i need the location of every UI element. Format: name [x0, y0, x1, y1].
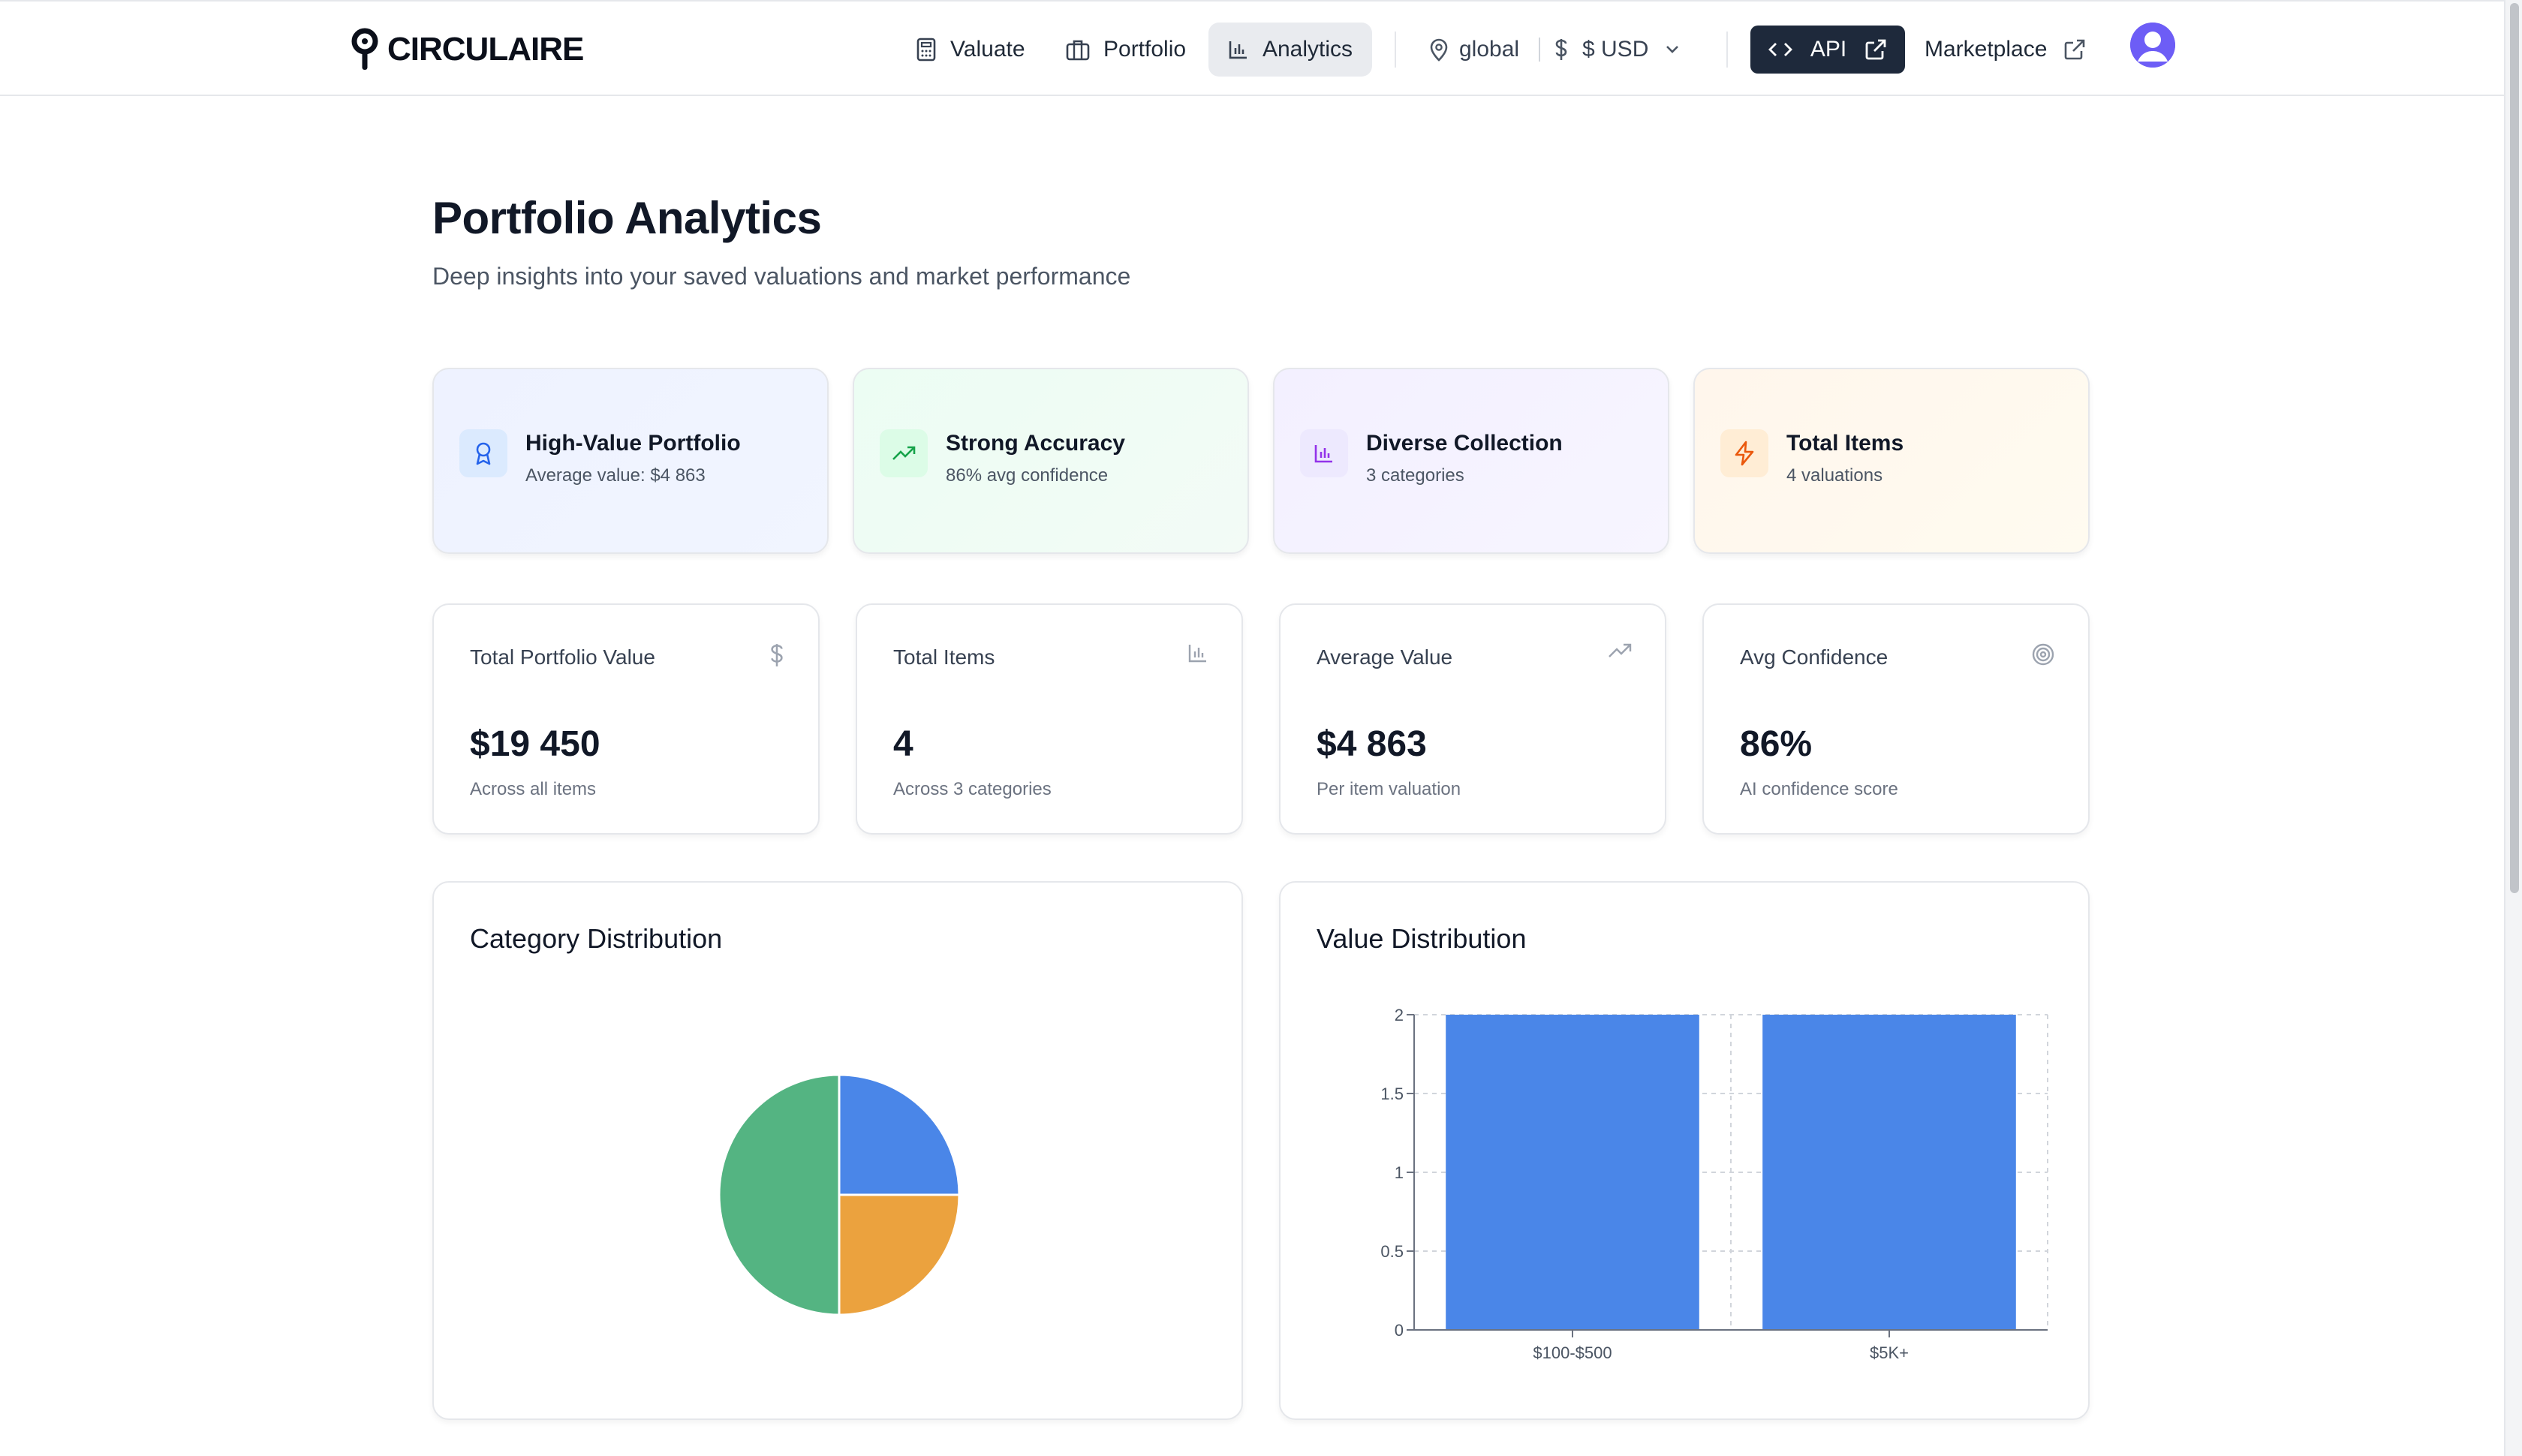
highlight-subtitle: 4 valuations [1786, 465, 1883, 486]
page-scrollbar[interactable] [2504, 0, 2522, 1456]
external-link-icon [1865, 39, 1886, 60]
bar-chart-icon [1188, 645, 1206, 663]
bar [1446, 1015, 1699, 1330]
value-distribution-card: Value Distribution 0 0.5 1 1.5 2 $100-$500 $5K… [1279, 881, 2090, 1420]
page-subtitle: Deep insights into your saved valuations… [432, 263, 1131, 290]
category-distribution-card: Category Distribution [432, 881, 1243, 1420]
stat-card-total-value: Total Portfolio Value $19 450 Across all… [432, 603, 820, 835]
nav-analytics-label: Analytics [1262, 37, 1353, 62]
nav-portfolio[interactable]: Portfolio [1046, 23, 1205, 77]
pie-slice [718, 1073, 841, 1316]
page-title: Portfolio Analytics [432, 193, 822, 243]
api-button-label: API [1810, 37, 1847, 62]
stat-card-avg-confidence: Avg Confidence 86% AI confidence score [1702, 603, 2090, 835]
highlight-subtitle: 86% avg confidence [946, 465, 1109, 486]
stat-value: $4 863 [1317, 724, 1427, 764]
region-selector[interactable]: global [1429, 32, 1519, 68]
chevron-down-icon [1666, 46, 1679, 53]
bar [1762, 1015, 2016, 1330]
dollar-icon [1555, 39, 1567, 60]
user-avatar[interactable] [2130, 23, 2175, 68]
region-label: global [1459, 37, 1520, 62]
highlight-icon-container [880, 429, 928, 477]
highlight-title: Total Items [1786, 431, 1904, 456]
brand-logo[interactable]: CIRCULAIRE [350, 27, 584, 72]
highlight-card-diverse-collection: Diverse Collection 3 categories [1273, 368, 1669, 554]
pie-slice [838, 1193, 961, 1316]
pie-slice [838, 1073, 961, 1196]
value-distribution-title: Value Distribution [1317, 923, 1527, 954]
currency-label: $ USD [1582, 37, 1649, 62]
briefcase-icon [1066, 40, 1090, 61]
bar-chart-icon [1314, 445, 1332, 463]
stat-label: Average Value [1317, 645, 1453, 669]
stat-value: 4 [893, 724, 913, 764]
highlight-subtitle: 3 categories [1366, 465, 1464, 486]
category-distribution-title: Category Distribution [470, 923, 723, 954]
currency-selector[interactable]: $ USD [1554, 32, 1680, 68]
scrollbar-thumb[interactable] [2510, 3, 2519, 893]
stat-label: Total Portfolio Value [470, 645, 655, 669]
y-tick-label: 2 [1395, 1006, 1404, 1024]
highlight-title: Strong Accuracy [946, 431, 1125, 456]
value-bar-chart: 0 0.5 1 1.5 2 $100-$500 $5K+ [1380, 1006, 2048, 1362]
lightning-icon [1735, 441, 1754, 466]
y-tick-label: 1.5 [1380, 1084, 1404, 1103]
marketplace-label: Marketplace [1925, 37, 2048, 62]
x-tick-label: $5K+ [1870, 1343, 1909, 1362]
stat-card-average-value: Average Value $4 863 Per item valuation [1279, 603, 1666, 835]
user-icon [2130, 23, 2175, 68]
highlight-icon-container [1720, 429, 1768, 477]
marketplace-link[interactable]: Marketplace [1925, 32, 2086, 68]
category-pie-chart [718, 1073, 961, 1316]
stat-caption: Across all items [470, 779, 597, 799]
dollar-icon [771, 644, 783, 666]
highlight-icon-container [1300, 429, 1348, 477]
nav-divider-right [1726, 32, 1728, 68]
y-tick-label: 0 [1395, 1321, 1404, 1340]
nav-divider [1395, 32, 1396, 68]
highlight-card-strong-accuracy: Strong Accuracy 86% avg confidence [853, 368, 1249, 554]
highlight-icon-container [459, 429, 507, 477]
stat-caption: Per item valuation [1317, 779, 1461, 799]
highlight-subtitle: Average value: $4 863 [525, 465, 706, 486]
region-currency-divider [1539, 38, 1540, 62]
x-tick-label: $100-$500 [1533, 1343, 1612, 1362]
highlight-title: High-Value Portfolio [525, 431, 741, 456]
stat-caption: Across 3 categories [893, 779, 1052, 799]
map-pin-icon [1430, 38, 1448, 62]
award-icon [476, 442, 491, 465]
location-pin-logo-icon [351, 28, 378, 70]
calculator-icon [916, 38, 936, 62]
nav-valuate-label: Valuate [950, 37, 1025, 62]
y-tick-label: 0.5 [1380, 1242, 1404, 1261]
stat-value: $19 450 [470, 724, 600, 764]
nav-valuate[interactable]: Valuate [896, 23, 1045, 77]
trending-up-icon [1609, 643, 1632, 657]
code-icon [1768, 43, 1792, 56]
highlight-title: Diverse Collection [1366, 431, 1563, 456]
y-tick-label: 1 [1395, 1163, 1404, 1182]
target-icon [2032, 643, 2054, 666]
top-navigation-bar: CIRCULAIRE Valuate Portfolio Analytics [0, 0, 2504, 96]
stat-label: Avg Confidence [1740, 645, 1888, 669]
stat-card-total-items: Total Items 4 Across 3 categories [856, 603, 1243, 835]
stat-label: Total Items [893, 645, 995, 669]
stat-caption: AI confidence score [1740, 779, 1898, 799]
highlight-card-total-items: Total Items 4 valuations [1693, 368, 2090, 554]
trending-up-icon [892, 446, 916, 460]
nav-portfolio-label: Portfolio [1103, 37, 1187, 62]
api-button[interactable]: API [1750, 26, 1905, 74]
highlight-card-high-value: High-Value Portfolio Average value: $4 8… [432, 368, 829, 554]
brand-name: CIRCULAIRE [387, 31, 584, 68]
stat-value: 86% [1740, 724, 1813, 764]
external-link-icon [2065, 39, 2085, 60]
nav-analytics[interactable]: Analytics [1208, 23, 1372, 77]
bar-chart-icon [1229, 41, 1247, 59]
